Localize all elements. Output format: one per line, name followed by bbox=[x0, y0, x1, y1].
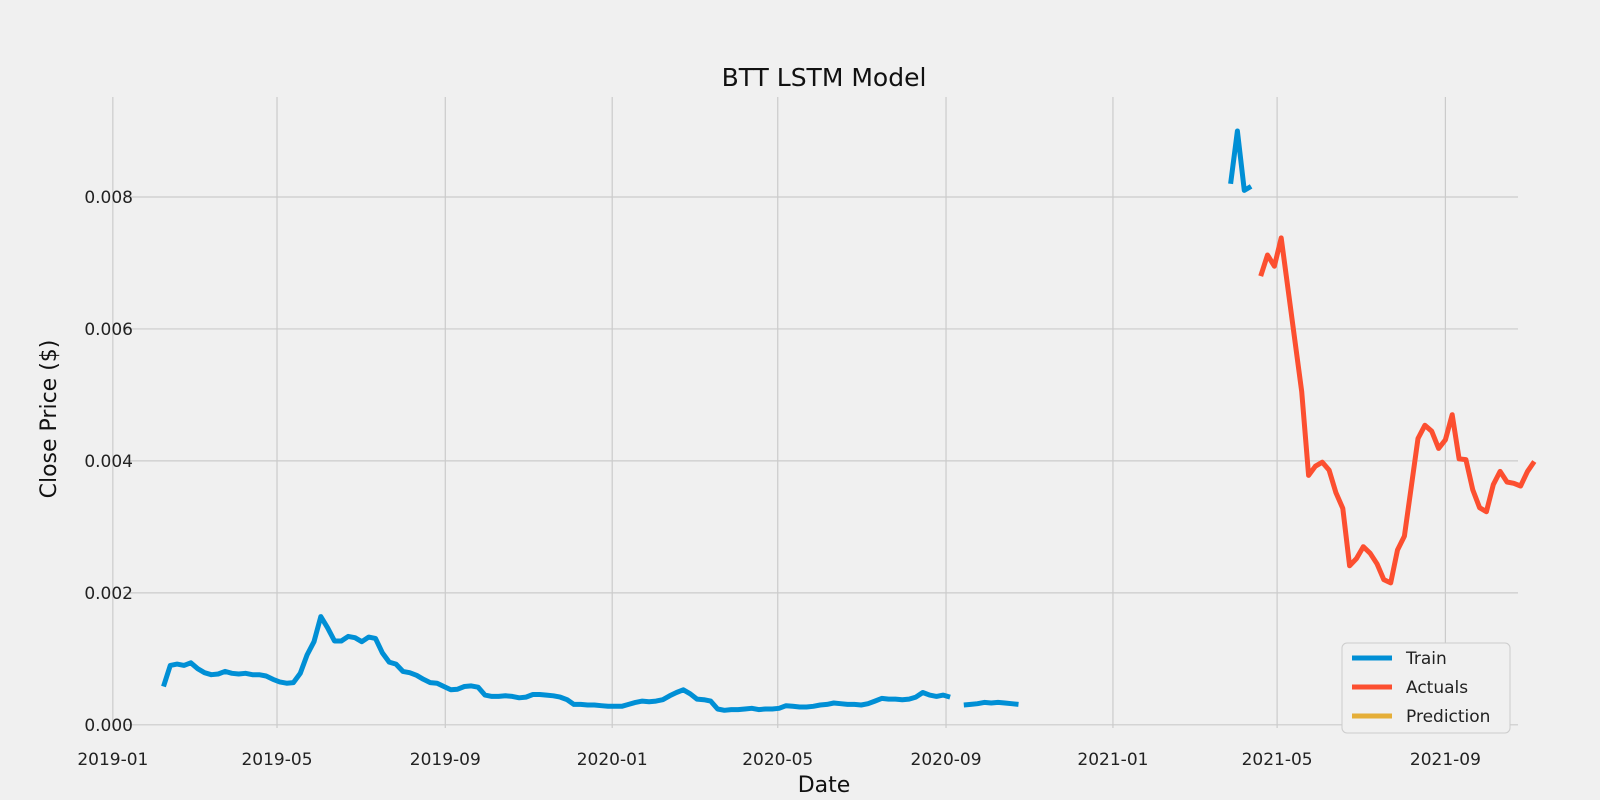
legend-label-actuals: Actuals bbox=[1406, 678, 1468, 698]
legend: Train Actuals Prediction bbox=[1341, 642, 1511, 734]
y-tick-label: 0.004 bbox=[84, 452, 133, 472]
y-axis-title: Close Price ($) bbox=[37, 340, 62, 499]
x-tick-label: 2019-05 bbox=[241, 750, 312, 770]
x-tick-label: 2020-05 bbox=[742, 750, 813, 770]
x-tick-label: 2019-09 bbox=[410, 750, 481, 770]
legend-box bbox=[1341, 642, 1511, 734]
x-tick-label: 2021-05 bbox=[1242, 750, 1313, 770]
y-tick-label: 0.006 bbox=[84, 320, 133, 340]
series-line-train bbox=[963, 699, 1019, 708]
x-tick-label: 2020-01 bbox=[577, 750, 648, 770]
chart-title: BTT LSTM Model bbox=[722, 63, 927, 92]
y-tick-label: 0.002 bbox=[84, 584, 133, 604]
x-tick-label: 2021-01 bbox=[1077, 750, 1148, 770]
legend-label-train: Train bbox=[1405, 649, 1447, 669]
tick-labels: 2019-01 2019-05 2019-09 2020-01 2020-05 2020-… bbox=[77, 188, 1481, 770]
series-line-actuals bbox=[1258, 235, 1537, 586]
x-tick-label: 2020-09 bbox=[911, 750, 982, 770]
grid bbox=[112, 97, 1518, 728]
legend-label-prediction: Prediction bbox=[1406, 707, 1490, 727]
y-tick-label: 0.008 bbox=[84, 188, 133, 208]
x-tick-label: 2019-01 bbox=[77, 750, 148, 770]
series-layer bbox=[161, 128, 1537, 713]
y-tick-label: 0.000 bbox=[84, 716, 133, 736]
series-line-train bbox=[161, 614, 951, 713]
x-tick-label: 2021-09 bbox=[1410, 750, 1481, 770]
series-line-train bbox=[1228, 128, 1253, 193]
x-axis-title: Date bbox=[798, 773, 851, 798]
